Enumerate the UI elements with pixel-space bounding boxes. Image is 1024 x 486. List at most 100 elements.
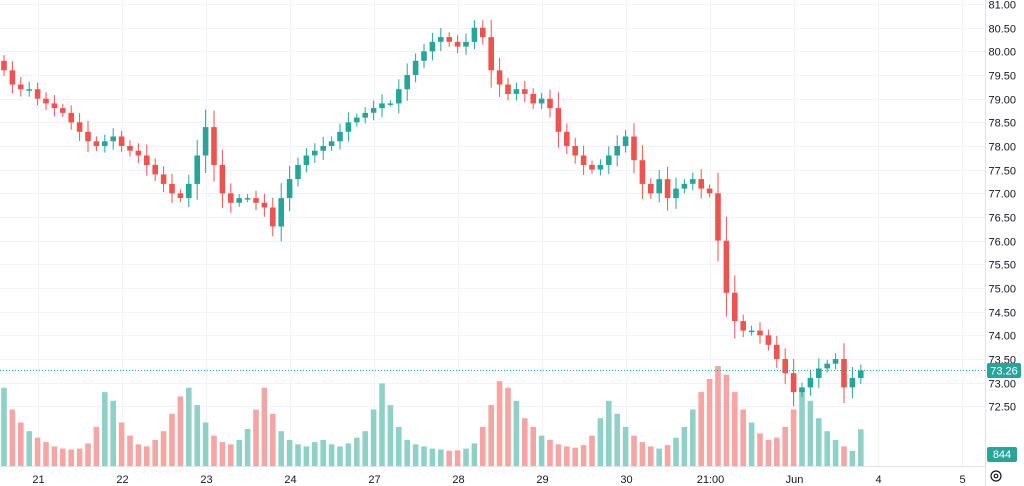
volume-bars bbox=[1, 366, 864, 466]
candle-body bbox=[328, 141, 335, 146]
volume-bar bbox=[513, 400, 520, 466]
volume-bar bbox=[228, 444, 234, 466]
candle-body bbox=[194, 155, 200, 184]
price-tick-label: 78.50 bbox=[988, 118, 1016, 130]
time-tick-label: 21:00 bbox=[697, 474, 725, 486]
volume-bar bbox=[160, 431, 167, 466]
volume-bar bbox=[286, 439, 293, 466]
volume-bar bbox=[547, 439, 553, 466]
time-tick-label: 30 bbox=[620, 474, 632, 486]
volume-bar bbox=[748, 422, 755, 466]
candle-body bbox=[51, 103, 58, 109]
candle-body bbox=[18, 84, 24, 90]
volume-bar bbox=[555, 444, 562, 466]
volume-bar bbox=[664, 445, 671, 466]
time-tick-label: 22 bbox=[116, 474, 128, 486]
volume-bar bbox=[488, 405, 494, 466]
candle-body bbox=[564, 131, 570, 146]
candle-body bbox=[807, 377, 814, 388]
volume-bar bbox=[614, 413, 620, 466]
volume-bar bbox=[765, 439, 772, 466]
volume-bar bbox=[505, 387, 511, 466]
volume-bar bbox=[471, 443, 478, 466]
volume-bar bbox=[774, 437, 780, 466]
volume-bar bbox=[312, 442, 318, 466]
volume-bar bbox=[715, 366, 721, 466]
volume-bar bbox=[362, 431, 368, 466]
candle-body bbox=[76, 122, 83, 132]
candle-body bbox=[186, 183, 192, 199]
volume-bar bbox=[404, 439, 410, 466]
volume-bar bbox=[51, 446, 58, 466]
volume-bar bbox=[597, 418, 604, 466]
candle-body bbox=[673, 188, 679, 199]
candle-body bbox=[127, 146, 133, 151]
candle-body bbox=[832, 359, 839, 364]
volume-bar bbox=[673, 437, 679, 466]
volume-bar bbox=[211, 435, 217, 466]
candle-body bbox=[43, 98, 49, 104]
price-tick-label: 75.00 bbox=[988, 284, 1016, 296]
volume-bar bbox=[253, 409, 259, 466]
candle-body bbox=[580, 155, 587, 165]
candle-body bbox=[421, 51, 427, 61]
candle-body bbox=[253, 198, 259, 203]
candle-body bbox=[572, 146, 578, 156]
volume-bar bbox=[698, 392, 704, 466]
candle-body bbox=[597, 164, 604, 170]
volume-bar bbox=[782, 426, 788, 466]
candle-body bbox=[698, 179, 704, 189]
volume-bar bbox=[60, 448, 66, 466]
time-tick-label: 23 bbox=[200, 474, 212, 486]
candle-body bbox=[354, 117, 360, 123]
volume-bar bbox=[85, 443, 91, 466]
volume-bar bbox=[93, 426, 100, 466]
candle-body bbox=[799, 387, 805, 393]
price-tick-label: 74.00 bbox=[988, 331, 1016, 343]
candle-body bbox=[270, 207, 276, 227]
candle-body bbox=[732, 292, 738, 322]
volume-bar bbox=[631, 435, 637, 466]
candle-body bbox=[60, 108, 66, 113]
volume-bar bbox=[9, 409, 16, 466]
price-tick-label: 75.50 bbox=[988, 260, 1016, 272]
settings-icon[interactable] bbox=[990, 470, 1002, 482]
volume-bar bbox=[186, 387, 192, 466]
volume-bar bbox=[438, 449, 444, 466]
candle-body bbox=[26, 89, 32, 91]
candle-body bbox=[118, 136, 125, 146]
volume-bar bbox=[832, 439, 839, 466]
candle-body bbox=[303, 155, 310, 165]
price-tick-label: 79.50 bbox=[988, 71, 1016, 83]
time-axis[interactable]: 21 22 23 24 27 28 29 30 21:00 Jun 4 5 bbox=[32, 474, 965, 486]
price-axis[interactable]: 81.00 80.50 80.00 79.50 79.00 78.50 78.00 77.50… bbox=[988, 0, 1016, 414]
candle-body bbox=[681, 183, 688, 189]
candle-body bbox=[362, 112, 368, 118]
time-tick-label: Jun bbox=[786, 474, 804, 486]
candle-body bbox=[438, 37, 444, 42]
candle-body bbox=[530, 93, 536, 104]
candle-body bbox=[244, 198, 251, 200]
candle-body bbox=[286, 179, 293, 198]
time-tick-label: 5 bbox=[959, 474, 965, 486]
candle-body bbox=[135, 150, 142, 156]
volume-bar bbox=[480, 426, 486, 466]
candle-body bbox=[9, 70, 16, 85]
volume-bar bbox=[261, 387, 268, 466]
volume-bar bbox=[396, 426, 402, 466]
price-tick-label: 81.00 bbox=[988, 0, 1016, 12]
candle-body bbox=[236, 198, 242, 203]
volume-bar bbox=[34, 437, 41, 466]
candle-body bbox=[228, 193, 234, 203]
volume-bar bbox=[522, 418, 528, 466]
volume-bar bbox=[303, 446, 310, 466]
candle-body bbox=[202, 127, 209, 156]
candlesticks bbox=[1, 19, 864, 407]
volume-bar bbox=[454, 450, 461, 466]
volume-bar bbox=[370, 409, 377, 466]
volume-bar bbox=[102, 392, 108, 466]
candle-body bbox=[211, 127, 217, 165]
last-price-label: 73.26 bbox=[990, 366, 1018, 378]
time-tick-label: 24 bbox=[284, 474, 296, 486]
